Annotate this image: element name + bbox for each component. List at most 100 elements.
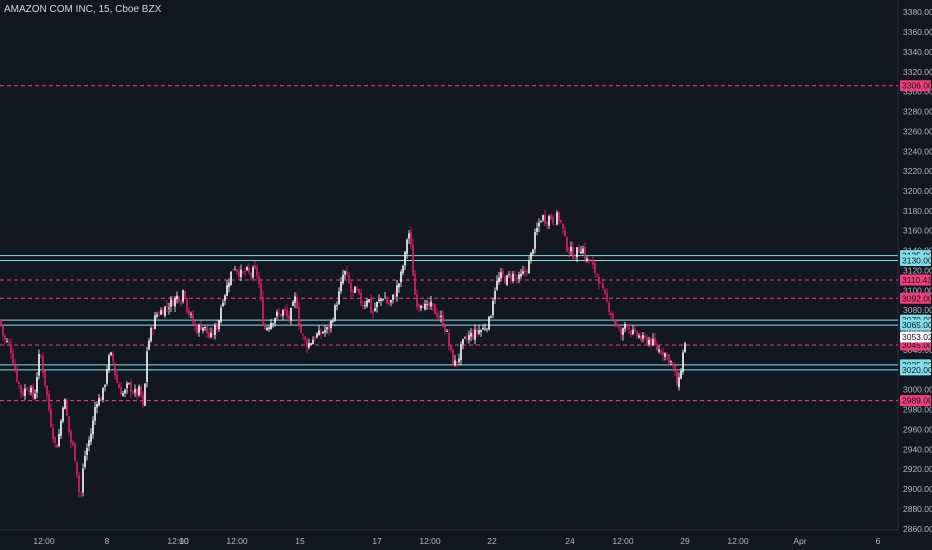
- candle-body: [34, 393, 36, 399]
- candle-body: [342, 274, 344, 284]
- candle-body: [172, 300, 174, 306]
- y-tick-label: 3280.00: [903, 107, 932, 117]
- candle-body: [664, 353, 666, 357]
- y-tick-label: 3300.00: [903, 87, 932, 97]
- candle-body: [576, 247, 578, 258]
- candle-body: [76, 461, 78, 475]
- y-tick-label: 3340.00: [903, 47, 932, 57]
- candle-body: [270, 322, 272, 329]
- candle-body: [210, 332, 212, 338]
- candle-body: [546, 222, 548, 225]
- candle-body: [290, 307, 292, 321]
- candle-body: [248, 267, 250, 273]
- candle-body: [670, 361, 672, 363]
- candle-body: [656, 344, 658, 350]
- candle-body: [300, 325, 302, 333]
- candle-body: [258, 276, 260, 284]
- candle-body: [174, 297, 176, 307]
- candle-body: [312, 339, 314, 345]
- candle-body: [340, 281, 342, 292]
- candle-body: [498, 277, 500, 282]
- y-tick-label: 3080.00: [903, 305, 932, 315]
- y-tick-label: 2960.00: [903, 424, 932, 434]
- candle-body: [466, 338, 468, 339]
- candle-body: [548, 216, 550, 226]
- candle-body: [368, 299, 370, 302]
- candle-body: [588, 259, 590, 261]
- candle-body: [416, 294, 418, 307]
- candle-body: [600, 282, 602, 284]
- candle-body: [22, 391, 24, 396]
- candle-body: [358, 288, 360, 294]
- candle-body: [50, 408, 52, 427]
- candle-body: [602, 283, 604, 289]
- candle-body: [264, 324, 266, 330]
- candle-body: [378, 299, 380, 302]
- candle-body: [514, 275, 516, 276]
- candle-body: [460, 344, 462, 360]
- price-level-tag: 3130.00: [900, 255, 932, 267]
- candle-body: [136, 388, 138, 396]
- candle-body: [230, 271, 232, 285]
- svg-text:3306.00: 3306.00: [902, 81, 932, 91]
- candle-body: [628, 326, 630, 330]
- candle-body: [128, 382, 130, 384]
- candle-body: [518, 274, 520, 279]
- candle-body: [560, 220, 562, 223]
- candle-body: [424, 303, 426, 310]
- y-tick-label: 2940.00: [903, 444, 932, 454]
- candle-body: [584, 246, 586, 260]
- candle-body: [92, 420, 94, 435]
- candle-body: [492, 300, 494, 316]
- candle-body: [586, 258, 588, 261]
- candle-body: [436, 312, 438, 318]
- candle-body: [652, 339, 654, 345]
- candle-body: [682, 352, 684, 372]
- candle-body: [238, 271, 240, 277]
- candle-body: [570, 247, 572, 252]
- candle-body: [132, 392, 134, 394]
- candle-body: [674, 365, 676, 372]
- svg-text:3092.00: 3092.00: [902, 293, 932, 303]
- candle-body: [96, 404, 98, 408]
- candle-body: [100, 397, 102, 401]
- candle-body: [2, 325, 4, 336]
- candle-body: [360, 292, 362, 304]
- candle-body: [36, 377, 38, 393]
- y-tick-label: 3200.00: [903, 186, 932, 196]
- candle-body: [644, 335, 646, 338]
- candle-body: [440, 315, 442, 317]
- candle-body: [224, 295, 226, 301]
- candle-body: [46, 385, 48, 396]
- candle-body: [430, 301, 432, 307]
- candle-body: [404, 251, 406, 266]
- candle-body: [608, 302, 610, 313]
- candle-body: [606, 293, 608, 302]
- candle-body: [236, 269, 238, 272]
- candle-body: [662, 351, 664, 355]
- candle-body: [276, 311, 278, 317]
- svg-text:3130.00: 3130.00: [902, 256, 932, 266]
- candle-body: [512, 273, 514, 282]
- x-tick-label: 10: [179, 536, 189, 546]
- x-tick-label: 24: [565, 536, 575, 546]
- candle-body: [388, 302, 390, 305]
- candle-body: [496, 280, 498, 290]
- candle-body: [510, 275, 512, 280]
- candle-body: [534, 232, 536, 249]
- candle-body: [502, 271, 504, 275]
- candle-body: [166, 305, 168, 307]
- candle-body: [536, 227, 538, 232]
- candle-body: [562, 223, 564, 229]
- candle-body: [278, 313, 280, 315]
- candle-body: [146, 351, 148, 382]
- candle-body: [420, 305, 422, 309]
- x-tick-label: 12:00: [727, 536, 749, 546]
- candle-body: [678, 377, 680, 388]
- candle-body: [320, 331, 322, 335]
- candle-body: [646, 337, 648, 344]
- candle-body: [554, 224, 556, 226]
- candle-body: [162, 310, 164, 315]
- candle-body: [116, 375, 118, 383]
